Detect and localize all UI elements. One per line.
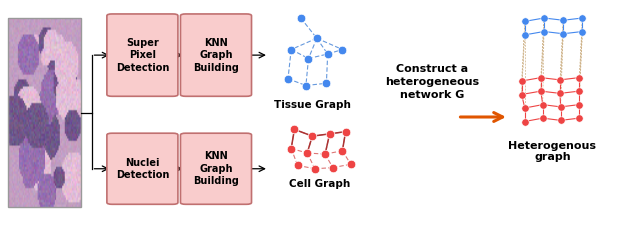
Point [328,166,338,169]
Point [337,48,348,51]
Point [556,119,566,122]
Point [310,167,320,171]
Point [577,16,588,20]
Point [346,162,356,166]
Point [539,16,549,20]
Text: Heterogenous
graph: Heterogenous graph [508,141,596,162]
Point [574,89,584,93]
Point [289,128,300,131]
Point [307,134,317,138]
Point [340,130,351,133]
Point [555,92,565,95]
Point [574,76,584,79]
Point [520,120,530,123]
Point [337,149,348,153]
Point [296,16,306,20]
Point [301,84,311,87]
Point [574,116,584,120]
Point [538,103,548,106]
Text: KNN
Graph
Building: KNN Graph Building [193,38,239,72]
Point [556,105,566,109]
FancyBboxPatch shape [107,133,178,204]
Point [323,52,333,56]
Point [286,147,296,150]
Text: KNN
Graph
Building: KNN Graph Building [193,151,239,186]
Point [324,132,335,136]
Point [283,77,293,81]
Point [320,152,330,156]
Point [312,36,322,40]
Point [539,30,549,33]
Point [516,93,527,96]
Point [538,116,548,120]
Point [520,106,530,110]
Point [520,20,530,23]
Point [516,79,527,83]
Text: Cell Graph: Cell Graph [289,179,351,189]
Point [555,78,565,82]
Text: Tissue Graph: Tissue Graph [274,100,351,110]
Point [558,18,568,22]
Point [536,89,546,93]
Point [577,30,588,33]
Point [303,57,314,60]
Text: Super
Pixel
Detection: Super Pixel Detection [116,38,169,72]
Point [321,81,332,85]
FancyBboxPatch shape [180,133,252,204]
Text: Nuclei
Detection: Nuclei Detection [116,158,169,180]
Point [520,33,530,37]
Point [558,32,568,36]
Point [302,151,312,155]
FancyBboxPatch shape [107,14,178,96]
Point [292,164,303,167]
FancyBboxPatch shape [180,14,252,96]
Point [286,48,296,51]
Point [536,76,546,79]
Point [574,103,584,106]
Text: Construct a
heterogeneous
network G: Construct a heterogeneous network G [385,64,479,100]
Bar [8,18,81,207]
